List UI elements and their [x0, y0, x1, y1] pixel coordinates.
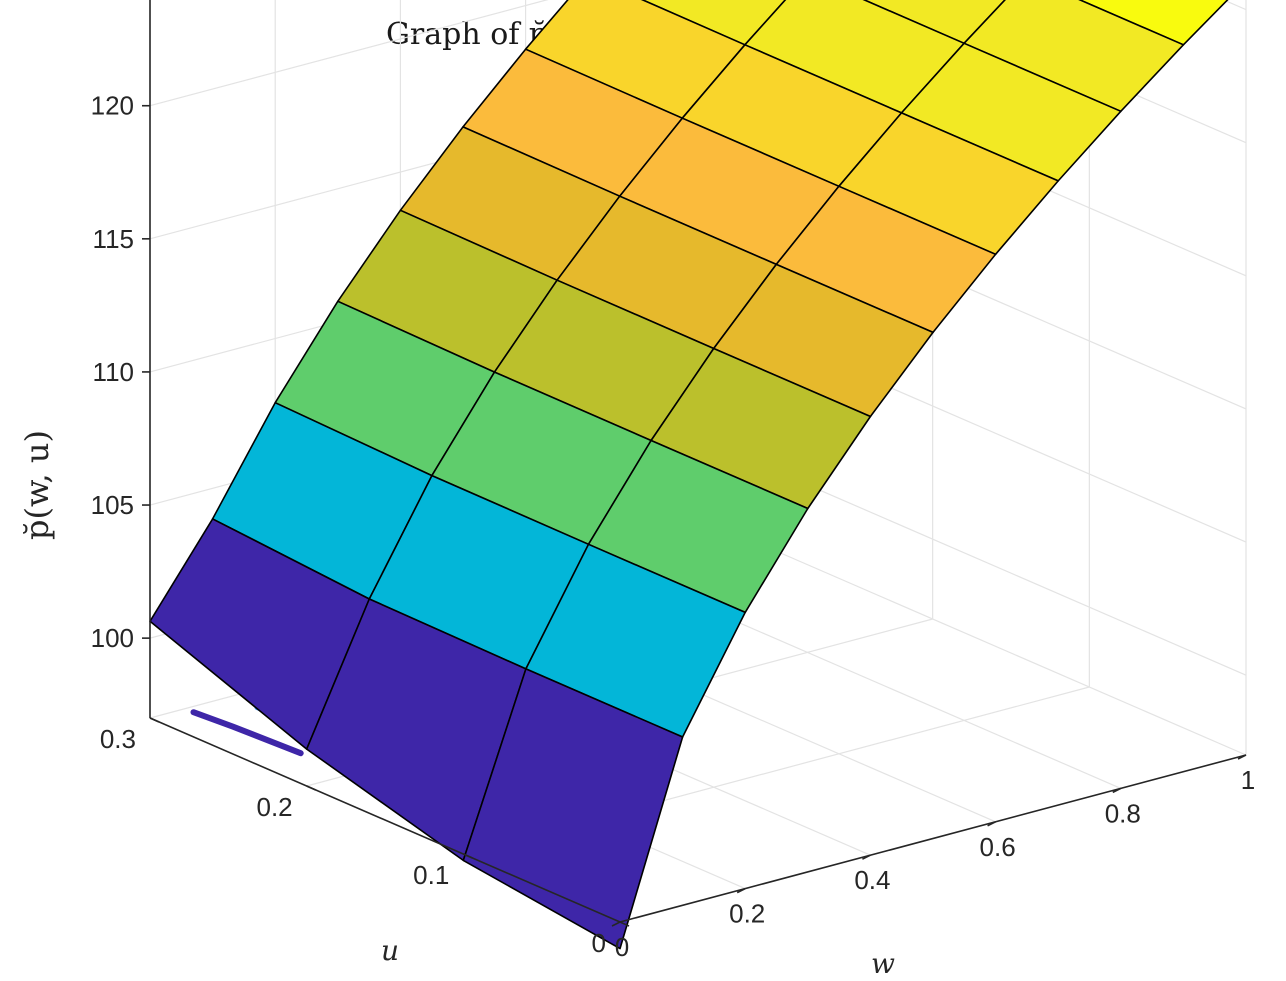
x-tick-label: 0: [615, 932, 629, 962]
x-tick-mark: [987, 821, 996, 827]
x-tick-mark: [611, 921, 621, 927]
x-tick-label: 1: [1241, 765, 1255, 795]
y-tick-label: 0.2: [257, 792, 293, 822]
floor-grid-line: [775, 550, 1247, 756]
x-axis-label: w: [871, 947, 895, 980]
y-tick-mark: [149, 717, 160, 723]
x-axis-line: [619, 754, 1247, 923]
surface-patch: [862, 0, 1006, 45]
contour-line: [190, 709, 304, 757]
z-tick-label: 115: [93, 224, 134, 254]
y-tick-label: 0.1: [413, 860, 449, 890]
x-tick-mark: [1112, 787, 1122, 794]
x-tick-label: 0.2: [729, 899, 765, 929]
x-tick-mark: [862, 854, 871, 860]
x-tick-label: 0.6: [980, 832, 1016, 862]
axes: 00.20.40.60.8100.10.20.31001051101151201…: [91, 0, 1255, 962]
y-tick-label: 0: [592, 928, 606, 958]
z-tick-label: 105: [91, 490, 134, 520]
y-tick-mark: [619, 921, 630, 927]
x-tick-label: 0.4: [854, 865, 890, 895]
x-tick-label: 0.8: [1105, 798, 1141, 828]
y-axis-label: u: [381, 934, 399, 967]
side-wall-grid-line: [775, 470, 1247, 676]
y-tick-mark: [463, 853, 473, 859]
x-tick-mark: [1237, 754, 1247, 760]
y-axis-line: [149, 717, 621, 923]
y-tick-mark: [306, 785, 316, 791]
z-tick-label: 110: [93, 357, 134, 387]
surface-patch: [1078, 0, 1229, 46]
z-tick-label: 100: [91, 623, 134, 653]
surface-patch: [462, 668, 684, 950]
back-wall-grid-line: [149, 0, 549, 107]
x-tick-mark: [736, 887, 746, 894]
z-tick-label: 120: [91, 91, 134, 121]
y-tick-label: 0.3: [100, 724, 136, 754]
surface-mesh: [149, 0, 1229, 950]
surface-patch: [640, 0, 787, 46]
z-axis-label: p̆(w, u): [18, 430, 56, 540]
